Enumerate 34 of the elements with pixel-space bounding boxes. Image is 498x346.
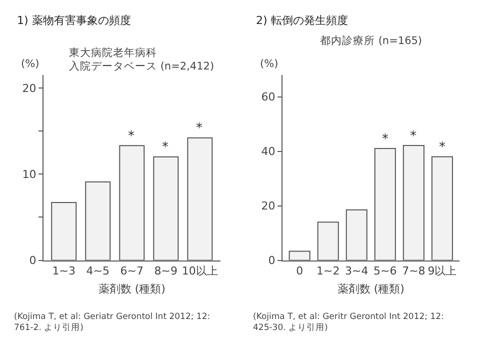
chart-title: 2) 転倒の発生頻度	[256, 14, 348, 27]
x-tick-label: 1~2	[316, 264, 340, 278]
y-tick-label: 40	[261, 145, 276, 158]
x-tick-label: 3~4	[345, 264, 368, 278]
x-axis-title: 薬剤数 (種類)	[98, 282, 166, 296]
x-tick-label: 4~5	[86, 264, 110, 278]
y-tick-label: 20	[22, 82, 36, 95]
y-tick-label: 60	[261, 90, 276, 104]
y-tick-label: 10	[22, 168, 36, 181]
y-axis-title: (%)	[260, 58, 278, 70]
x-tick-label: 7~8	[402, 264, 426, 278]
x-tick-label: 8~9	[154, 264, 178, 278]
text: (Kojima T, et al: Geritr Gerontol Int 2012; 12: 425-30. より引用)	[253, 312, 444, 334]
annotation: *	[162, 140, 169, 155]
x-tick-label: 9以上	[428, 264, 457, 278]
y-tick-label: 0	[29, 254, 36, 268]
x-tick-label: 0	[296, 264, 304, 278]
annotation: *	[128, 129, 135, 144]
chart-title: 1) 薬物有害事象の頻度	[17, 14, 131, 27]
annotation: *	[196, 121, 203, 136]
annotation: *	[410, 129, 417, 144]
chart-subtitle: 都内診療所 (n=165)	[320, 34, 422, 47]
annotation: *	[382, 132, 389, 147]
y-axis-title: (%)	[21, 58, 40, 70]
x-tick-label: 10以上	[182, 264, 218, 278]
x-tick-label: 5~6	[374, 264, 397, 278]
chart-subtitle: 東大病院老年病科入院データベース (n=2,412)	[69, 46, 214, 73]
annotation: *	[439, 140, 446, 155]
y-tick-label: 0	[268, 254, 276, 268]
x-tick-label: 1~3	[52, 264, 76, 278]
x-axis-title: 薬剤数 (種類)	[337, 282, 404, 296]
y-tick-label: 20	[261, 200, 276, 213]
text: (Kojima T, et al: Geriatr Gerontol Int 2012; 12: 761-2. より引用)	[14, 312, 210, 334]
x-tick-label: 6~7	[120, 264, 144, 278]
